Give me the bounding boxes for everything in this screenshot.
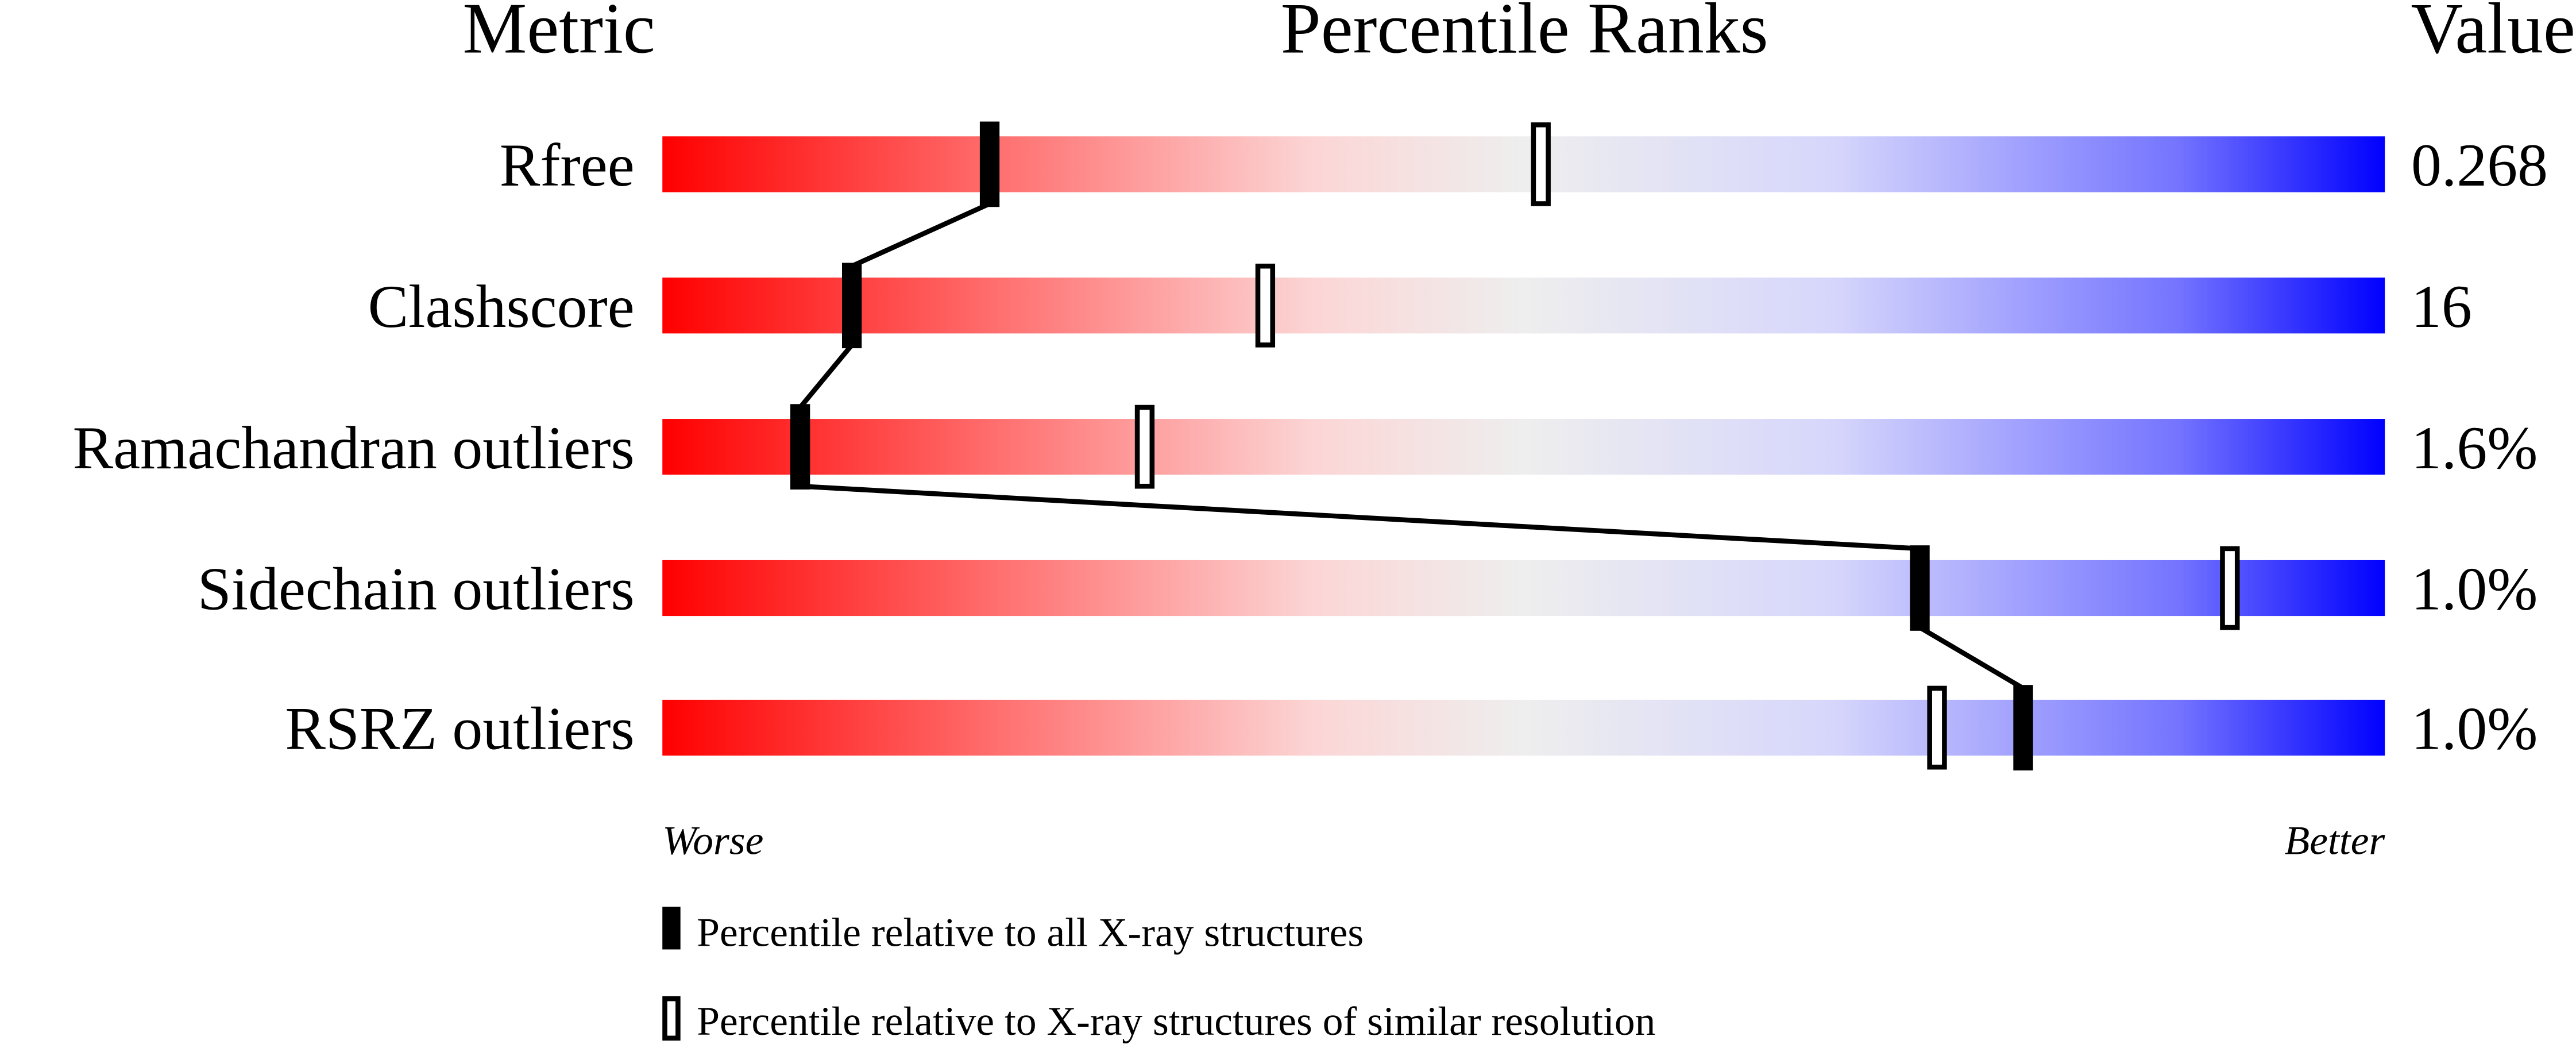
metric-label: Sidechain outliers: [198, 556, 635, 623]
metric-label: RSRZ outliers: [285, 695, 634, 762]
metric-value: 1.6%: [2411, 414, 2538, 481]
marker-similar-resolution: [1255, 263, 1276, 348]
marker-all-structures: [979, 121, 1000, 207]
marker-all-structures: [841, 263, 862, 349]
metric-value: 1.0%: [2411, 556, 2538, 623]
metric-row: RSRZ outliers 1.0%: [285, 695, 2538, 762]
worse-label: Worse: [662, 818, 763, 864]
metric-value: 1.0%: [2411, 695, 2538, 762]
marker-similar-resolution: [1927, 685, 1947, 770]
marker-all-structures: [2013, 685, 2033, 770]
better-label: Better: [2285, 818, 2386, 864]
legend-filled-label: Percentile relative to all X-ray structu…: [697, 910, 1364, 955]
metric-row: Rfree 0.268: [500, 132, 2548, 199]
percentile-bar: [662, 560, 2385, 617]
connector-line: [798, 343, 854, 409]
marker-similar-resolution: [1531, 122, 1551, 206]
metric-value: 0.268: [2411, 132, 2548, 199]
metric-header: Metric: [462, 0, 655, 68]
percentile-bar: [662, 136, 2385, 192]
percentile-bar: [662, 278, 2385, 334]
metric-row: Clashscore 16: [368, 273, 2472, 340]
legend-filled-marker: [662, 907, 681, 950]
connector-line: [851, 201, 991, 269]
metric-label: Clashscore: [368, 273, 635, 340]
legend-open-marker: [662, 996, 681, 1041]
marker-all-structures: [1910, 545, 1930, 631]
percentile-ranks-header: Percentile Ranks: [1281, 0, 1768, 68]
metric-row: Ramachandran outliers 1.6%: [73, 414, 2538, 481]
percentile-bar: [662, 419, 2385, 475]
metric-label: Ramachandran outliers: [73, 414, 635, 481]
legend-open-label: Percentile relative to X-ray structures …: [697, 999, 1655, 1044]
connector-line: [800, 483, 1920, 552]
percentile-bar: [662, 699, 2385, 756]
marker-all-structures: [790, 404, 810, 490]
value-header: Value: [2411, 0, 2575, 68]
metric-row: Sidechain outliers 1.0%: [198, 556, 2538, 623]
marker-similar-resolution: [2220, 546, 2240, 630]
marker-similar-resolution: [1134, 404, 1155, 489]
connector-line: [1918, 625, 2025, 691]
metric-label: Rfree: [500, 132, 635, 199]
metric-value: 16: [2411, 273, 2472, 340]
